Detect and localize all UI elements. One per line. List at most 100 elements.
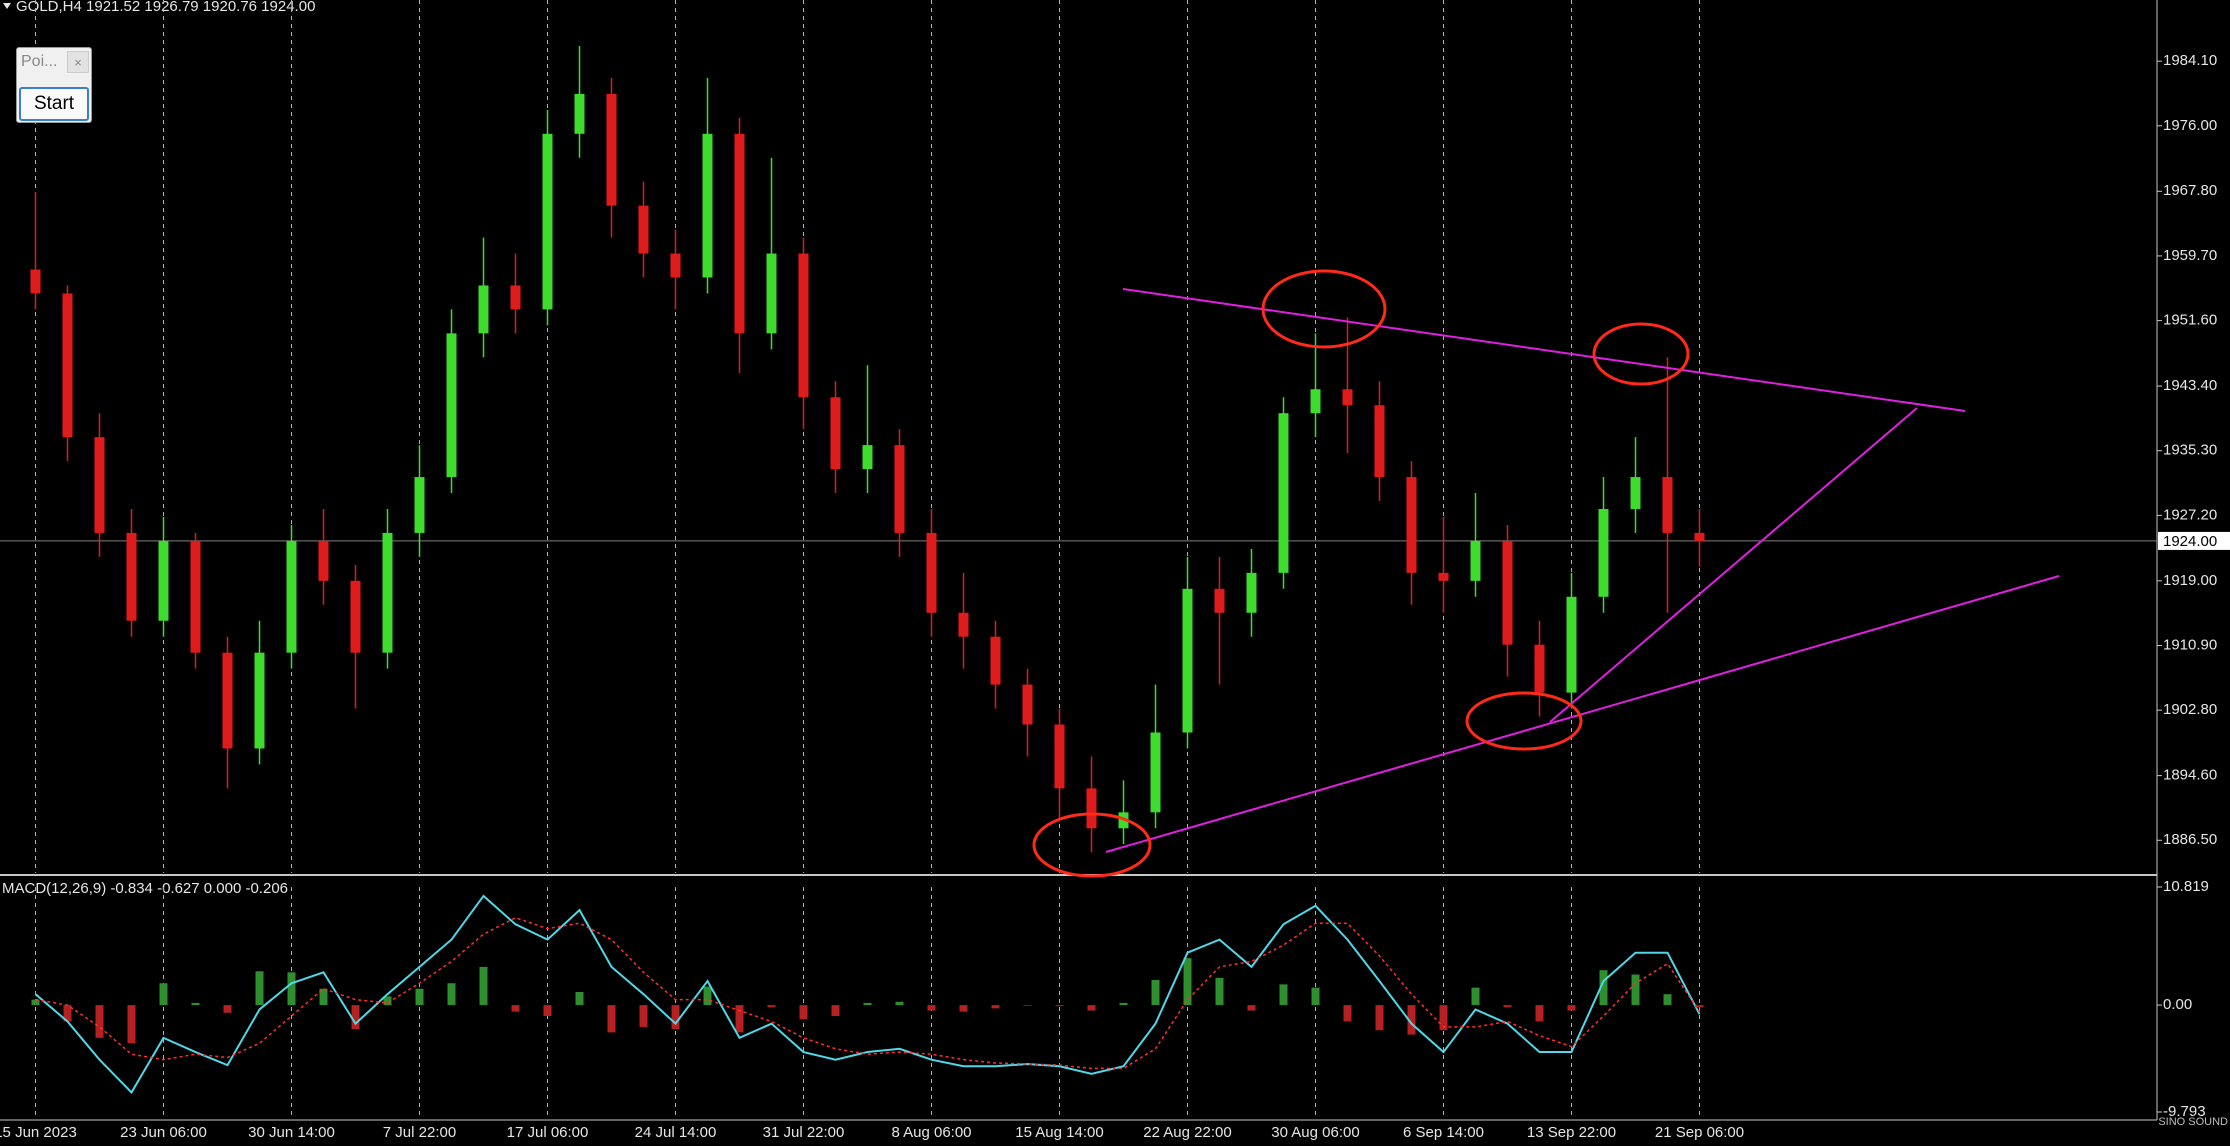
candle-body: [1502, 540, 1513, 645]
candle-body: [702, 133, 713, 278]
histogram-bar: [735, 1005, 744, 1033]
x-tick-label: 30 Aug 06:00: [1271, 1124, 1359, 1141]
highlight-ellipse: [1261, 269, 1387, 349]
histogram-bar: [1247, 1005, 1256, 1011]
y-tick-label: 1967.80: [2163, 182, 2217, 199]
candle-body: [1214, 588, 1225, 613]
candle-body: [830, 397, 841, 470]
tool-panel: Poi... × Start: [16, 47, 92, 123]
x-tick-label: 15 Jun 2023: [0, 1124, 77, 1141]
histogram-bar: [1663, 994, 1672, 1006]
histogram-bar: [63, 1005, 72, 1022]
histogram-bar: [959, 1005, 968, 1012]
y-tick-label: 1902.80: [2163, 701, 2217, 718]
histogram-bar: [127, 1005, 136, 1044]
candle-body: [478, 285, 489, 334]
y-tick-label: 0.00: [2163, 996, 2192, 1013]
candle-body: [1054, 724, 1065, 789]
candle-body: [766, 253, 777, 334]
candle-body: [286, 540, 297, 653]
x-tick-label: 17 Jul 06:00: [507, 1124, 589, 1141]
highlight-ellipse: [1592, 322, 1690, 386]
y-tick-label: 1951.60: [2163, 312, 2217, 329]
histogram-bar: [1407, 1005, 1416, 1035]
y-tick-label: 1886.50: [2163, 831, 2217, 848]
histogram-bar: [95, 1005, 104, 1038]
watermark: SINO SOUND: [2158, 1116, 2228, 1128]
candle-body: [542, 133, 553, 310]
highlight-ellipse: [1032, 812, 1152, 878]
y-tick-label: 1984.10: [2163, 52, 2217, 69]
candle-body: [318, 540, 329, 581]
histogram-bar: [1439, 1005, 1448, 1031]
histogram-bar: [191, 1002, 200, 1006]
candle-body: [1342, 389, 1353, 406]
candle-body: [798, 253, 809, 398]
histogram-bar: [511, 1005, 520, 1012]
macd-line: [34, 894, 1701, 1095]
candle-body: [1022, 684, 1033, 725]
candle-body: [1598, 508, 1609, 597]
y-tick-label: 1927.20: [2163, 506, 2217, 523]
histogram-bar: [1215, 977, 1224, 1006]
y-tick-label: 1894.60: [2163, 767, 2217, 784]
histogram-bar: [1055, 1005, 1064, 1007]
candle-body: [446, 333, 457, 478]
histogram-bar: [351, 1005, 360, 1030]
histogram-bar: [319, 988, 328, 1006]
x-tick-label: 31 Jul 22:00: [763, 1124, 845, 1141]
histogram-bar: [639, 1005, 648, 1027]
histogram-bar: [767, 1005, 776, 1008]
histogram-bar: [1471, 987, 1480, 1006]
x-tick-label: 6 Sep 14:00: [1403, 1124, 1484, 1141]
menu-arrow: [3, 3, 11, 9]
candle-body: [414, 477, 425, 533]
histogram-bar: [1631, 974, 1640, 1006]
y-tick-label: -9.793: [2163, 1103, 2206, 1120]
histogram-bar: [895, 1001, 904, 1006]
x-tick-label: 7 Jul 22:00: [383, 1124, 456, 1141]
candle-body: [1310, 389, 1321, 414]
histogram-bar: [1503, 1005, 1512, 1008]
candle-body: [670, 253, 681, 278]
histogram-bar: [799, 1005, 808, 1020]
histogram-bar: [863, 1002, 872, 1006]
histogram-bar: [479, 966, 488, 1006]
panel-title: Poi...: [21, 53, 58, 70]
candle-body: [1406, 477, 1417, 573]
start-button[interactable]: Start: [19, 87, 89, 121]
candle-body: [1694, 532, 1705, 541]
candle-body: [382, 532, 393, 653]
candle-body: [862, 445, 873, 470]
x-tick-label: 15 Aug 14:00: [1015, 1124, 1103, 1141]
histogram-bar: [383, 996, 392, 1006]
histogram-bar: [607, 1005, 616, 1033]
trend-line: [1105, 575, 2060, 853]
candle-body: [222, 652, 233, 749]
y-tick-label: 1919.00: [2163, 572, 2217, 589]
last-price-label: 1924.00: [2163, 533, 2217, 550]
y-tick-label: 1910.90: [2163, 636, 2217, 653]
candle-body: [574, 93, 585, 134]
close-button[interactable]: ×: [67, 51, 89, 73]
histogram-bar: [671, 1005, 680, 1030]
histogram-bar: [1695, 1005, 1704, 1008]
x-tick-label: 8 Aug 06:00: [891, 1124, 971, 1141]
histogram-bar: [1375, 1005, 1384, 1031]
histogram-bar: [1119, 1002, 1128, 1006]
candle-body: [638, 205, 649, 254]
x-tick-label: 13 Sep 22:00: [1527, 1124, 1616, 1141]
candle-body: [1246, 572, 1257, 613]
histogram-bar: [1535, 1005, 1544, 1022]
highlight-ellipse: [1465, 691, 1583, 751]
candle-body: [350, 580, 361, 653]
histogram-bar: [1567, 1005, 1576, 1011]
histogram-bar: [1599, 970, 1608, 1006]
histogram-bar: [255, 971, 264, 1006]
candle-body: [30, 269, 41, 294]
histogram-bar: [1087, 1005, 1096, 1011]
candle-body: [926, 532, 937, 613]
histogram-bar: [1023, 1005, 1032, 1006]
